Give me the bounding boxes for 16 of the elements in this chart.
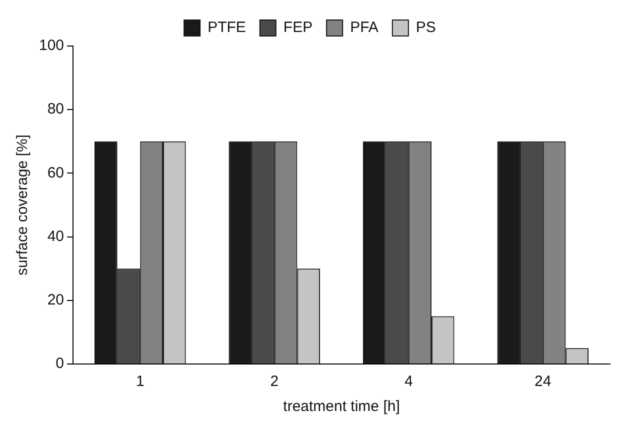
y-tick-label: 20	[47, 292, 64, 309]
y-tick-label: 100	[38, 37, 64, 54]
y-tick-label: 80	[47, 100, 64, 118]
x-tick-label: 2	[270, 373, 279, 390]
legend-label: PFA	[350, 19, 378, 36]
y-axis-title: surface coverage [%]	[14, 134, 32, 276]
x-tick-label: 1	[136, 373, 144, 390]
legend-label: PS	[416, 19, 436, 36]
x-axis-title: treatment time [h]	[283, 398, 400, 416]
legend-label: PTFE	[208, 19, 246, 36]
y-tick-label: 60	[47, 164, 64, 182]
x-tick-label: 24	[534, 373, 552, 390]
y-tick-label: 40	[47, 228, 64, 245]
x-tick-label: 4	[404, 373, 413, 390]
y-tick-label: 0	[56, 355, 64, 372]
legend-label: FEP	[283, 19, 313, 36]
